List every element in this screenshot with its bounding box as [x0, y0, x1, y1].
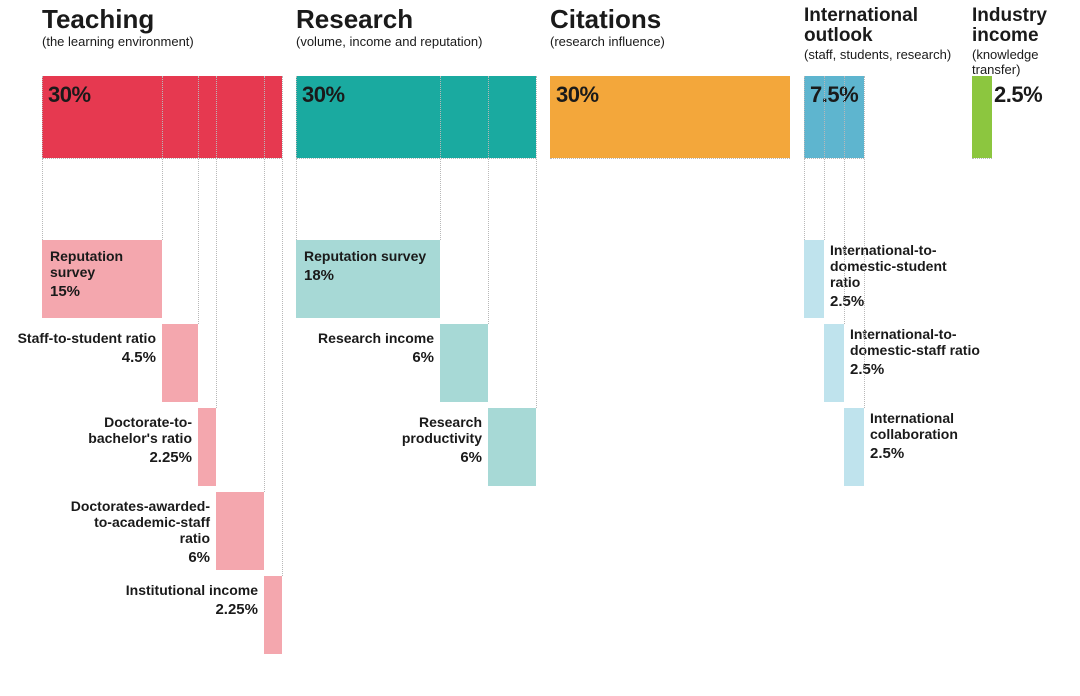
sub-box-research-1	[440, 324, 488, 402]
divider-line	[844, 76, 845, 324]
sub-box-teaching-1	[162, 324, 198, 402]
divider-line	[804, 158, 864, 159]
pillar-title: Citations	[550, 6, 790, 33]
pillar-header-research: Research (volume, income and reputation)	[296, 6, 536, 50]
sub-label: Staff-to-student ratio4.5%	[16, 330, 156, 366]
divider-line	[804, 76, 805, 240]
sub-label: Research income6%	[294, 330, 434, 366]
pillar-header-teaching: Teaching (the learning environment)	[42, 6, 282, 50]
pillar-title: International outlook	[804, 6, 954, 46]
pillar-subtitle: (staff, students, research)	[804, 48, 954, 63]
pillar-title: Industry income	[972, 6, 1072, 46]
sub-label: Reputation survey18%	[304, 248, 432, 284]
pillar-percent-teaching: 30%	[48, 82, 91, 108]
divider-line	[198, 76, 199, 324]
pillar-title: Teaching	[42, 6, 282, 33]
divider-line	[864, 76, 865, 408]
pillar-percent-research: 30%	[302, 82, 345, 108]
divider-line	[550, 158, 790, 159]
divider-line	[216, 76, 217, 408]
divider-line	[42, 76, 43, 240]
pillar-percent-industry: 2.5%	[994, 82, 1042, 108]
pillar-header-citations: Citations (research influence)	[550, 6, 790, 50]
divider-line	[282, 76, 283, 576]
sub-box-international-0	[804, 240, 824, 318]
sub-label: Institutional income2.25%	[118, 582, 258, 618]
pillar-bar-industry	[972, 76, 992, 158]
sub-box-teaching-2	[198, 408, 216, 486]
pillar-header-international: International outlook (staff, students, r…	[804, 6, 954, 63]
divider-line	[488, 76, 489, 324]
sub-box-international-1	[824, 324, 844, 402]
divider-line	[264, 76, 265, 492]
sub-box-international-2	[844, 408, 864, 486]
divider-line	[296, 76, 297, 240]
sub-label: International-to-domestic-student ratio2…	[830, 242, 970, 310]
divider-line	[162, 76, 163, 240]
sub-label: Doctorate-to-bachelor's ratio2.25%	[52, 414, 192, 466]
sub-box-teaching-4	[264, 576, 282, 654]
sub-label: Reputation survey15%	[50, 248, 154, 300]
pillar-percent-citations: 30%	[556, 82, 599, 108]
pillar-subtitle: (research influence)	[550, 35, 790, 50]
pillar-subtitle: (volume, income and reputation)	[296, 35, 536, 50]
sub-box-teaching-3	[216, 492, 264, 570]
pillar-subtitle: (knowledge transfer)	[972, 48, 1072, 78]
ranking-methodology-chart: Teaching (the learning environment) 30% Rep…	[0, 0, 1080, 696]
sub-label: International collaboration2.5%	[870, 410, 1010, 462]
divider-line	[972, 158, 992, 159]
divider-line	[536, 76, 537, 408]
divider-line	[296, 158, 536, 159]
sub-label: Research productivity6%	[342, 414, 482, 466]
pillar-header-industry: Industry income(knowledge transfer)	[972, 6, 1072, 78]
sub-label: Doctorates-awarded-to-academic-staff rat…	[70, 498, 210, 566]
sub-label: International-to-domestic-staff ratio2.5…	[850, 326, 990, 378]
sub-box-research-2	[488, 408, 536, 486]
pillar-subtitle: (the learning environment)	[42, 35, 282, 50]
divider-line	[824, 76, 825, 240]
pillar-percent-international: 7.5%	[810, 82, 858, 108]
divider-line	[440, 76, 441, 240]
pillar-title: Research	[296, 6, 536, 33]
